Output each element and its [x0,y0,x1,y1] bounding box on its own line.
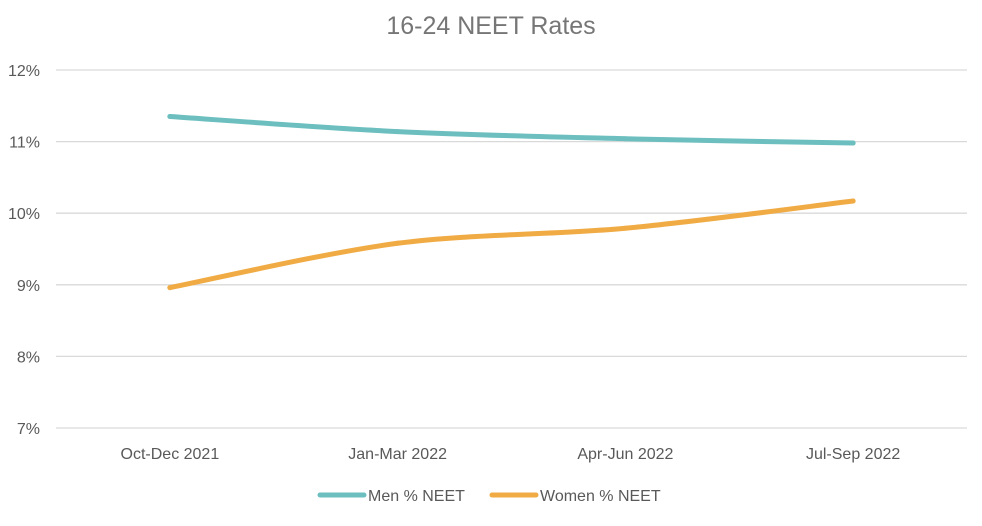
data-point [167,114,173,120]
series-line-men [167,114,856,146]
data-point [395,129,401,135]
series-lines [167,114,856,291]
data-point [167,285,173,291]
x-tick-label: Jan-Mar 2022 [348,446,447,463]
legend-label: Men % NEET [368,488,465,505]
x-tick-label: Jul-Sep 2022 [806,446,900,463]
x-tick-label: Oct-Dec 2021 [121,446,220,463]
data-point [850,198,856,204]
y-tick-label: 11% [9,135,40,152]
data-point [622,136,628,142]
legend-label: Women % NEET [540,488,661,505]
y-tick-label: 8% [17,349,40,366]
chart-title: 16-24 NEET Rates [386,12,595,40]
gridlines [56,69,967,429]
series-line-women [167,198,856,291]
y-tick-label: 10% [8,206,40,223]
data-point [850,140,856,146]
y-tick-label: 9% [17,278,40,295]
x-tick-label: Apr-Jun 2022 [577,446,673,463]
y-tick-label: 12% [8,63,40,80]
x-axis-ticks: Oct-Dec 2021 Jan-Mar 2022 Apr-Jun 2022 Jul-… [121,446,901,463]
data-point [395,240,401,246]
data-point [622,225,628,231]
legend: Men % NEET Women % NEET [317,488,661,505]
y-axis-ticks: 7% 8% 9% 10% 11% 12% [8,63,40,438]
y-tick-label: 7% [17,421,40,438]
